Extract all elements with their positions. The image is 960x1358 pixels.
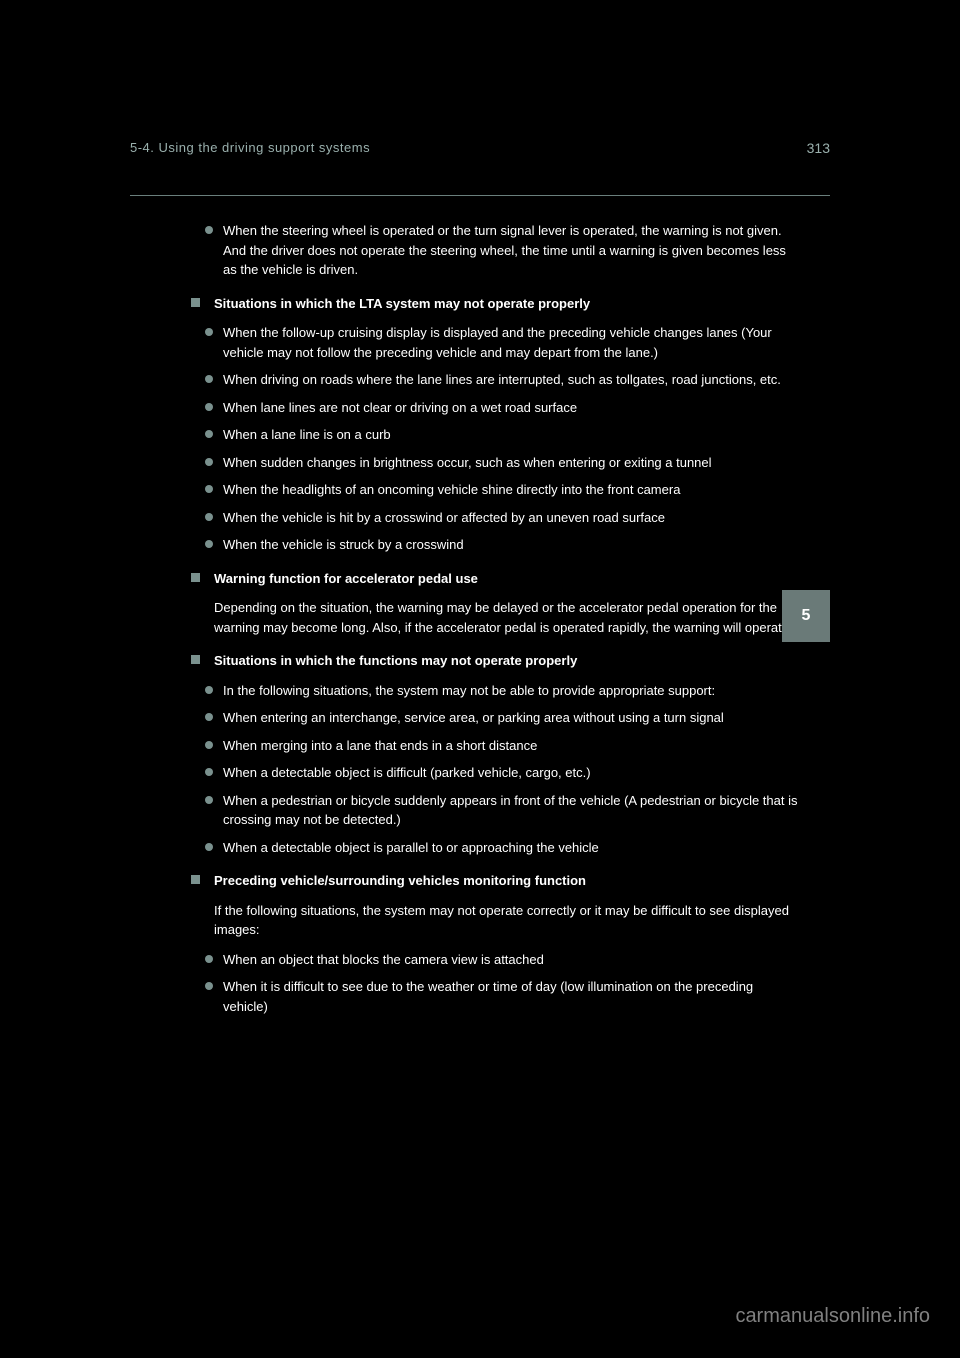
- bullet-icon: [205, 485, 213, 493]
- bullet-icon: [205, 768, 213, 776]
- list-item: When the headlights of an oncoming vehic…: [205, 480, 800, 500]
- bullet-text: When driving on roads where the lane lin…: [223, 370, 800, 390]
- watermark: carmanualsonline.info: [735, 1305, 930, 1328]
- bullet-text: When it is difficult to see due to the w…: [223, 977, 800, 1016]
- bullet-icon: [205, 982, 213, 990]
- bullet-text: When a lane line is on a curb: [223, 425, 800, 445]
- bullet-icon: [205, 513, 213, 521]
- list-item: When a pedestrian or bicycle suddenly ap…: [205, 791, 800, 830]
- bullet-text: When lane lines are not clear or driving…: [223, 398, 800, 418]
- bullet-text: When the follow-up cruising display is d…: [223, 323, 800, 362]
- bullet-icon: [205, 741, 213, 749]
- page-number: 313: [807, 140, 830, 156]
- bullet-text: When entering an interchange, service ar…: [223, 708, 800, 728]
- chapter-tab: 5: [782, 590, 830, 642]
- list-item: When driving on roads where the lane lin…: [205, 370, 800, 390]
- bullet-text: When a detectable object is parallel to …: [223, 838, 800, 858]
- list-item: When the follow-up cruising display is d…: [205, 323, 800, 362]
- bullet-icon: [205, 430, 213, 438]
- section-header: Warning function for accelerator pedal u…: [191, 569, 800, 589]
- list-item: When a detectable object is parallel to …: [205, 838, 800, 858]
- intro-bullet: When the steering wheel is operated or t…: [205, 221, 800, 280]
- section-description: Depending on the situation, the warning …: [205, 598, 800, 637]
- bullet-icon: [205, 713, 213, 721]
- bullet-icon: [205, 955, 213, 963]
- bullet-icon: [205, 458, 213, 466]
- list-item: When it is difficult to see due to the w…: [205, 977, 800, 1016]
- bullet-text: When the headlights of an oncoming vehic…: [223, 480, 800, 500]
- section-description: If the following situations, the system …: [205, 901, 800, 940]
- chapter-number: 5: [802, 607, 811, 625]
- list-item: When merging into a lane that ends in a …: [205, 736, 800, 756]
- bullet-text: When a pedestrian or bicycle suddenly ap…: [223, 791, 800, 830]
- list-item: When an object that blocks the camera vi…: [205, 950, 800, 970]
- bullet-icon: [205, 328, 213, 336]
- list-item: When the vehicle is struck by a crosswin…: [205, 535, 800, 555]
- bullet-icon: [205, 226, 213, 234]
- bullet-text: When the steering wheel is operated or t…: [223, 221, 800, 280]
- bullet-text: When an object that blocks the camera vi…: [223, 950, 800, 970]
- list-item: When the vehicle is hit by a crosswind o…: [205, 508, 800, 528]
- section-title: Situations in which the functions may no…: [214, 651, 577, 671]
- bullet-icon: [205, 403, 213, 411]
- list-item: When sudden changes in brightness occur,…: [205, 453, 800, 473]
- divider: [130, 195, 830, 196]
- section-header: Situations in which the functions may no…: [191, 651, 800, 671]
- section-header: Preceding vehicle/surrounding vehicles m…: [191, 871, 800, 891]
- list-item: When a lane line is on a curb: [205, 425, 800, 445]
- section-header: Situations in which the LTA system may n…: [191, 294, 800, 314]
- section-title: Preceding vehicle/surrounding vehicles m…: [214, 871, 586, 891]
- square-icon: [191, 573, 200, 582]
- content-area: When the steering wheel is operated or t…: [130, 221, 830, 1016]
- bullet-icon: [205, 686, 213, 694]
- square-icon: [191, 298, 200, 307]
- list-item: When a detectable object is difficult (p…: [205, 763, 800, 783]
- bullet-text: When a detectable object is difficult (p…: [223, 763, 800, 783]
- breadcrumb: 5-4. Using the driving support systems: [130, 140, 830, 155]
- bullet-icon: [205, 540, 213, 548]
- bullet-text: When the vehicle is hit by a crosswind o…: [223, 508, 800, 528]
- bullet-icon: [205, 375, 213, 383]
- bullet-text: When merging into a lane that ends in a …: [223, 736, 800, 756]
- bullet-text: When the vehicle is struck by a crosswin…: [223, 535, 800, 555]
- list-item: When entering an interchange, service ar…: [205, 708, 800, 728]
- bullet-icon: [205, 843, 213, 851]
- bullet-icon: [205, 796, 213, 804]
- section-title: Warning function for accelerator pedal u…: [214, 569, 478, 589]
- list-item: When lane lines are not clear or driving…: [205, 398, 800, 418]
- square-icon: [191, 875, 200, 884]
- bullet-text: In the following situations, the system …: [223, 681, 800, 701]
- square-icon: [191, 655, 200, 664]
- list-item: In the following situations, the system …: [205, 681, 800, 701]
- section-title: Situations in which the LTA system may n…: [214, 294, 590, 314]
- bullet-text: When sudden changes in brightness occur,…: [223, 453, 800, 473]
